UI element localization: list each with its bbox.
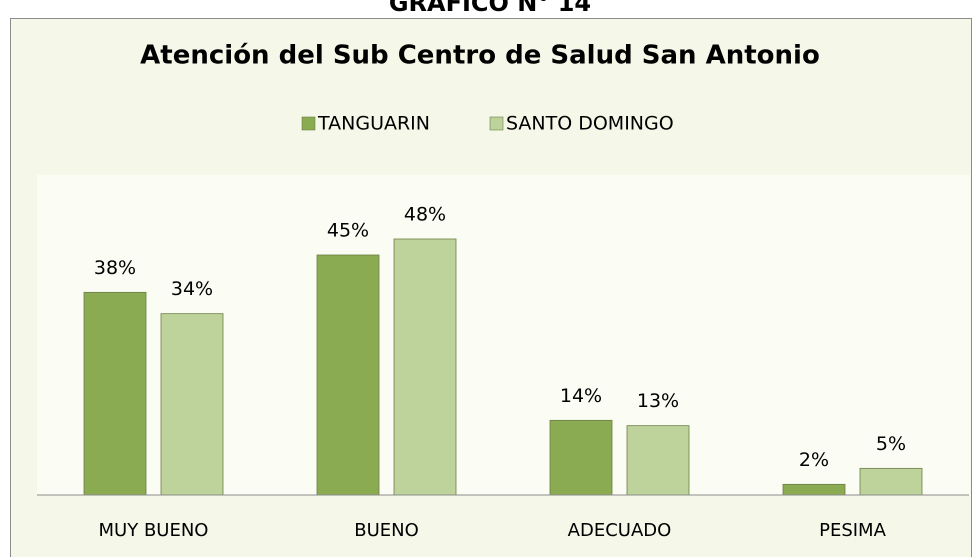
heading: GRAFICO N° 14 [389,0,591,17]
bar [549,419,613,496]
data-label: 38% [94,257,136,279]
bar [626,425,690,496]
x-tick-label: PESIMA [819,520,886,541]
data-label: 5% [876,433,906,455]
x-tick-label: MUY BUENO [99,520,209,541]
data-label: 48% [404,204,446,226]
data-label: 34% [171,278,213,300]
bar [393,238,457,496]
legend-swatch [489,116,504,131]
legend-swatch [301,116,316,131]
x-tick-label: ADECUADO [568,520,672,541]
legend-label: TANGUARIN [317,113,430,135]
bar [859,467,923,496]
data-label: 2% [799,449,829,471]
bar [83,291,147,496]
x-tick-label: BUENO [354,520,419,541]
bar [160,313,224,496]
data-label: 14% [560,385,602,407]
bar [316,254,380,496]
bar [782,483,846,496]
chart-title: Atención del Sub Centro de Salud San Ant… [140,41,820,71]
data-label: 45% [327,220,369,242]
data-label: 13% [637,390,679,412]
legend-label: SANTO DOMINGO [506,113,674,135]
